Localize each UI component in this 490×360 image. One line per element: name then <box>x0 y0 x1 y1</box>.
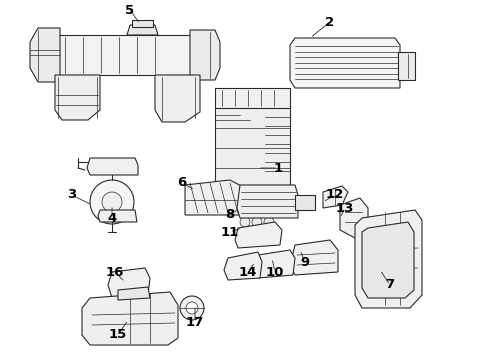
Polygon shape <box>215 105 290 185</box>
Text: 2: 2 <box>325 15 335 28</box>
Polygon shape <box>215 88 290 108</box>
Polygon shape <box>340 198 368 238</box>
Polygon shape <box>30 28 60 82</box>
Polygon shape <box>82 292 178 345</box>
Polygon shape <box>290 38 400 88</box>
Circle shape <box>180 296 204 320</box>
Text: 17: 17 <box>186 315 204 328</box>
Polygon shape <box>55 35 195 75</box>
Polygon shape <box>155 75 200 122</box>
Text: 6: 6 <box>177 176 187 189</box>
Text: 7: 7 <box>386 279 394 292</box>
Circle shape <box>252 217 262 227</box>
Polygon shape <box>235 222 282 248</box>
Polygon shape <box>398 52 415 80</box>
Polygon shape <box>108 268 150 298</box>
Text: 15: 15 <box>109 328 127 342</box>
Polygon shape <box>224 252 262 280</box>
Text: 10: 10 <box>266 266 284 279</box>
Polygon shape <box>55 75 100 120</box>
Polygon shape <box>355 210 422 308</box>
Polygon shape <box>98 210 137 222</box>
Text: 11: 11 <box>221 225 239 238</box>
Text: 4: 4 <box>107 211 117 225</box>
Polygon shape <box>323 186 348 208</box>
Text: 9: 9 <box>300 256 310 269</box>
Circle shape <box>102 192 122 212</box>
Text: 8: 8 <box>225 208 235 221</box>
Polygon shape <box>362 222 414 298</box>
Text: 13: 13 <box>336 202 354 215</box>
Polygon shape <box>290 240 338 275</box>
Polygon shape <box>185 180 245 215</box>
Text: 3: 3 <box>68 189 76 202</box>
Circle shape <box>266 256 282 272</box>
Circle shape <box>240 217 250 227</box>
Polygon shape <box>190 30 220 80</box>
Circle shape <box>186 302 198 314</box>
Text: 14: 14 <box>239 266 257 279</box>
Text: 1: 1 <box>273 162 283 175</box>
Text: 12: 12 <box>326 189 344 202</box>
Text: 5: 5 <box>125 4 135 17</box>
Circle shape <box>121 274 139 292</box>
Polygon shape <box>87 158 138 175</box>
Polygon shape <box>132 20 153 27</box>
Circle shape <box>90 180 134 224</box>
Text: 16: 16 <box>106 266 124 279</box>
Polygon shape <box>118 287 150 300</box>
Polygon shape <box>254 250 295 278</box>
Polygon shape <box>295 195 315 210</box>
Circle shape <box>264 217 274 227</box>
Polygon shape <box>127 25 158 35</box>
Polygon shape <box>237 185 298 218</box>
